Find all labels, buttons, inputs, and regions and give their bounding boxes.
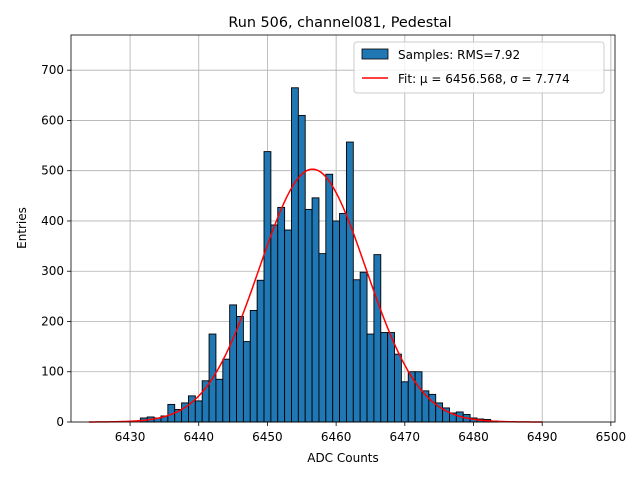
legend-label-samples: Samples: RMS=7.92 xyxy=(398,48,520,62)
histogram-bar xyxy=(229,304,237,423)
y-tick-label: 300 xyxy=(41,264,64,278)
legend: Samples: RMS=7.92 Fit: μ = 6456.568, σ =… xyxy=(353,41,605,94)
histogram-bar xyxy=(400,381,409,423)
histogram-bar xyxy=(332,220,341,423)
x-tick-label: 6440 xyxy=(183,430,214,444)
histogram-bar xyxy=(366,333,375,423)
histogram-bar xyxy=(297,114,306,423)
fit-curve xyxy=(88,168,543,423)
chart-title: Run 506, channel081, Pedestal xyxy=(228,15,451,31)
histogram-bar xyxy=(304,208,313,423)
histogram-bar xyxy=(256,279,265,423)
y-tick-label: 400 xyxy=(41,214,64,228)
histogram-bar xyxy=(215,378,224,423)
x-tick-label: 6480 xyxy=(458,430,489,444)
legend-swatch-samples xyxy=(361,48,389,60)
histogram-bar xyxy=(325,173,334,423)
y-tick-label: 700 xyxy=(41,63,64,77)
x-axis-label: ADC Counts xyxy=(307,451,379,465)
histogram-bar xyxy=(352,279,361,423)
histogram-bar xyxy=(284,229,292,423)
y-tick-label: 100 xyxy=(41,365,64,379)
x-tick-label: 6460 xyxy=(321,430,352,444)
x-tick-label: 6450 xyxy=(252,430,283,444)
legend-box xyxy=(353,41,605,94)
histogram-bar xyxy=(311,197,320,423)
histogram-bar xyxy=(242,341,251,423)
y-axis-ticks: 0 100 200 300 400 500 600 700 xyxy=(41,63,71,429)
x-tick-label: 6490 xyxy=(527,430,558,444)
y-tick-label: 0 xyxy=(56,415,64,429)
histogram-bar xyxy=(318,253,327,423)
x-tick-label: 6500 xyxy=(596,430,627,444)
y-tick-label: 500 xyxy=(41,164,64,178)
histogram-bar xyxy=(339,212,347,423)
histogram-bar xyxy=(394,353,402,423)
histogram-bar xyxy=(277,206,286,423)
y-tick-label: 200 xyxy=(41,314,64,328)
x-tick-label: 6470 xyxy=(390,430,421,444)
histogram-bar xyxy=(270,224,279,423)
histogram-bar xyxy=(345,141,354,423)
histogram-bar xyxy=(263,151,272,423)
x-axis-ticks: 6430 6440 6450 6460 6470 6480 6490 6500 xyxy=(115,422,626,444)
histogram-bar xyxy=(359,271,368,423)
histogram-bar xyxy=(291,87,299,423)
histogram-bar xyxy=(194,400,203,423)
histogram-bar xyxy=(387,332,395,423)
histogram-bars xyxy=(139,87,498,423)
y-tick-label: 600 xyxy=(41,113,64,127)
histogram-bar xyxy=(414,371,423,423)
y-axis-label: Entries xyxy=(15,207,29,249)
histogram-bar xyxy=(380,332,389,423)
x-tick-label: 6430 xyxy=(115,430,146,444)
histogram-bar xyxy=(222,358,231,423)
plot-frame xyxy=(70,34,616,423)
legend-label-fit: Fit: μ = 6456.568, σ = 7.774 xyxy=(398,72,570,86)
histogram-bar xyxy=(373,254,382,423)
histogram-bar xyxy=(236,316,244,423)
histogram-bar xyxy=(249,309,258,423)
